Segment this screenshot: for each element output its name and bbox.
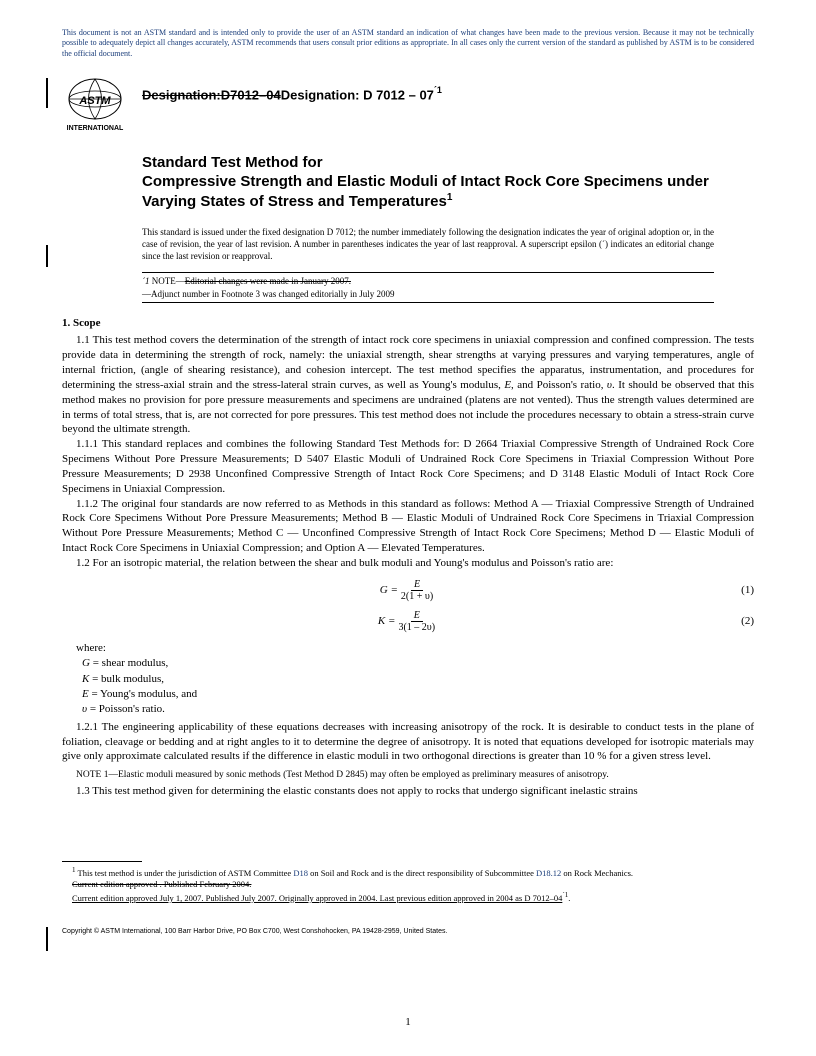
epsilon-note: ´1 NOTE—Editorial changes were made in J… bbox=[142, 272, 714, 303]
where-g-def: = shear modulus, bbox=[90, 657, 168, 669]
epsilon-l2-text: Adjunct number in Footnote 3 was changed… bbox=[151, 289, 394, 299]
para-1-1-1: 1.1.1 This standard replaces and combine… bbox=[62, 437, 754, 496]
change-bar bbox=[46, 245, 48, 267]
note1-text: Elastic moduli measured by sonic methods… bbox=[118, 770, 609, 780]
title-block: Standard Test Method for Compressive Str… bbox=[142, 154, 754, 212]
fn-link-d1812[interactable]: D18.12 bbox=[536, 868, 561, 878]
where-label: where: bbox=[76, 641, 754, 656]
where-k-def: = bulk modulus, bbox=[89, 673, 164, 685]
eq1-den: 2(1 + υ) bbox=[398, 591, 436, 602]
epsilon-l2-prefix: — bbox=[142, 289, 151, 299]
page-number: 1 bbox=[0, 1016, 816, 1028]
where-e-sym: E bbox=[82, 688, 89, 700]
equation-2: K = E 3(1 – 2υ) (2) bbox=[62, 610, 754, 633]
para-1-1: 1.1 This test method covers the determin… bbox=[62, 333, 754, 437]
change-bar bbox=[46, 78, 48, 108]
eq2-number: (2) bbox=[741, 615, 754, 627]
where-g-sym: G bbox=[82, 657, 90, 669]
fn-struck: Current edition approved . Published Feb… bbox=[62, 879, 754, 890]
fn-link-d18[interactable]: D18 bbox=[293, 868, 308, 878]
eq2-num: E bbox=[411, 610, 423, 622]
footnote-1: 1 This test method is under the jurisdic… bbox=[62, 866, 754, 904]
where-nu: υ = Poisson's ratio. bbox=[68, 702, 754, 717]
para-1-1-2: 1.1.2 The original four standards are no… bbox=[62, 497, 754, 556]
eq2-den: 3(1 – 2υ) bbox=[395, 622, 438, 633]
title-prefix: Standard Test Method for bbox=[142, 154, 754, 171]
designation-new: Designation: D 7012 – 07 bbox=[281, 88, 434, 103]
where-e-def: = Young's modulus, and bbox=[89, 688, 197, 700]
svg-text:ASTM: ASTM bbox=[78, 95, 111, 107]
designation-area: Designation:D7012–04Designation: D 7012 … bbox=[142, 77, 442, 104]
para-1-2: 1.2 For an isotropic material, the relat… bbox=[62, 556, 754, 571]
footnote-divider bbox=[62, 861, 142, 862]
where-nu-def: = Poisson's ratio. bbox=[87, 703, 165, 715]
fn-c: on Rock Mechanics. bbox=[561, 868, 633, 878]
where-k: K = bulk modulus, bbox=[68, 672, 754, 687]
fn-new-a: Current edition approved July 1, 2007. P… bbox=[72, 893, 562, 903]
para-1-3: 1.3 This test method given for determini… bbox=[62, 784, 754, 799]
designation-sup: ´1 bbox=[434, 85, 442, 95]
where-g: G = shear modulus, bbox=[68, 656, 754, 671]
fn-b: on Soil and Rock and is the direct respo… bbox=[308, 868, 536, 878]
change-bar bbox=[46, 927, 48, 951]
para-1-2-1: 1.2.1 The engineering applicability of t… bbox=[62, 720, 754, 765]
eq2-lhs: K = bbox=[378, 615, 396, 627]
disclaimer-text: This document is not an ASTM standard an… bbox=[62, 28, 754, 59]
fn-new-b: . bbox=[568, 893, 570, 903]
p11b: , and Poisson's ratio, bbox=[511, 379, 607, 391]
epsilon-label: ´1 bbox=[142, 276, 150, 286]
eq1-num: E bbox=[411, 579, 423, 591]
eq1-fraction: E 2(1 + υ) bbox=[398, 579, 436, 602]
epsilon-prefix: NOTE— bbox=[150, 276, 185, 286]
header-row: ASTM INTERNATIONAL Designation:D7012–04D… bbox=[62, 77, 754, 138]
designation-old: Designation:D7012–04 bbox=[142, 88, 281, 103]
svg-text:INTERNATIONAL: INTERNATIONAL bbox=[67, 125, 124, 132]
note1-label: NOTE 1— bbox=[76, 770, 118, 780]
scope-heading: 1. Scope bbox=[62, 317, 754, 329]
title-main: Compressive Strength and Elastic Moduli … bbox=[142, 173, 754, 212]
title-main-text: Compressive Strength and Elastic Moduli … bbox=[142, 173, 709, 210]
equation-1: G = E 2(1 + υ) (1) bbox=[62, 579, 754, 602]
eq2-fraction: E 3(1 – 2υ) bbox=[395, 610, 438, 633]
where-e: E = Young's modulus, and bbox=[68, 687, 754, 702]
issued-statement: This standard is issued under the fixed … bbox=[142, 226, 714, 262]
eq1-lhs: G = bbox=[380, 584, 398, 596]
title-sup: 1 bbox=[447, 192, 453, 203]
copyright: Copyright © ASTM International, 100 Barr… bbox=[62, 928, 754, 935]
astm-logo: ASTM INTERNATIONAL bbox=[62, 77, 128, 138]
fn-new: Current edition approved July 1, 2007. P… bbox=[62, 891, 754, 904]
epsilon-line-2: —Adjunct number in Footnote 3 was change… bbox=[142, 288, 714, 301]
epsilon-struck: Editorial changes were made in January 2… bbox=[185, 276, 351, 286]
eq1-number: (1) bbox=[741, 584, 754, 596]
fn-a: This test method is under the jurisdicti… bbox=[76, 868, 294, 878]
epsilon-line-1: ´1 NOTE—Editorial changes were made in J… bbox=[142, 275, 714, 288]
note-1: NOTE 1—Elastic moduli measured by sonic … bbox=[62, 770, 754, 780]
where-block: where: G = shear modulus, K = bulk modul… bbox=[68, 641, 754, 718]
